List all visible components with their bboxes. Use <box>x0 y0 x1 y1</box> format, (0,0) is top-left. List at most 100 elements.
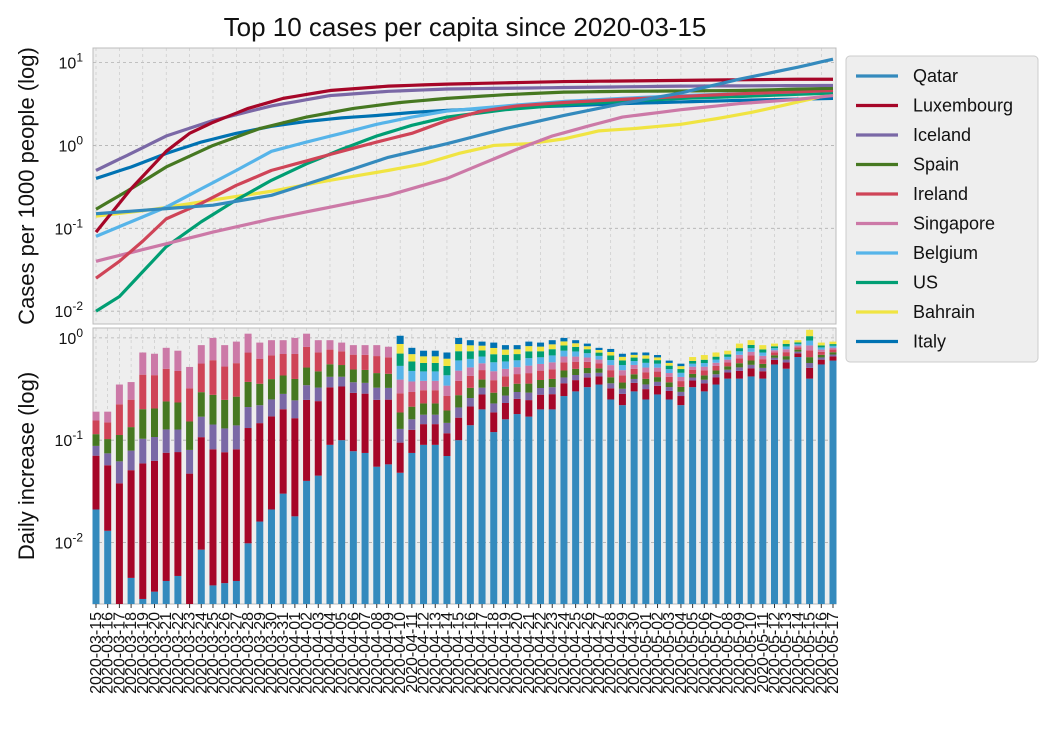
bar-segment-ireland <box>443 395 451 411</box>
bar-segment-singapore <box>115 384 123 405</box>
bar-segment-italy <box>618 353 626 357</box>
bar-segment-spain <box>443 410 451 423</box>
bar-segment-italy <box>583 343 591 347</box>
bar-segment-us <box>466 351 474 359</box>
top-y-axis-label: Cases per 1000 people (log) <box>14 47 39 325</box>
bar-segment-qatar <box>291 516 299 604</box>
bar-segment-italy <box>420 350 428 357</box>
bar-segment-qatar <box>150 591 158 604</box>
bar-segment-bahrain <box>572 343 580 347</box>
bar-segment-qatar <box>104 530 112 604</box>
bar-segment-ireland <box>700 370 708 376</box>
bar-segment-italy <box>443 352 451 359</box>
x-tick-label: 2020-04-20 <box>509 612 526 694</box>
bar-segment-singapore <box>162 347 170 369</box>
bar-segment-ireland <box>806 350 814 358</box>
bar-segment-iceland <box>162 429 170 453</box>
bar-segment-belgium <box>724 356 732 360</box>
bar-segment-belgium <box>654 363 662 368</box>
bar-segment-iceland <box>186 449 194 474</box>
bar-segment-iceland <box>197 416 205 438</box>
bar-segment-bahrain <box>747 340 755 345</box>
series-line-singapore <box>95 93 834 263</box>
bar-segment-ireland <box>326 349 334 365</box>
bar-segment-iceland <box>771 357 779 360</box>
bar-segment-spain <box>572 368 580 375</box>
bar-segment-ireland <box>583 361 591 368</box>
bar-segment-belgium <box>560 350 568 357</box>
bar-segment-iceland <box>677 391 685 397</box>
bar-segment-ireland <box>338 351 346 366</box>
bar-segment-iceland <box>150 437 158 461</box>
bar-segment-spain <box>466 387 474 399</box>
bar-segment-belgium <box>548 355 556 363</box>
bar-segment-qatar <box>396 472 404 604</box>
x-tick-label: 2020-05-16 <box>813 612 830 694</box>
bar-segment-iceland <box>408 419 416 430</box>
bar-segment-qatar <box>759 378 767 604</box>
x-tick-label: 2020-03-27 <box>228 612 245 694</box>
x-tick-label: 2020-05-03 <box>661 612 678 694</box>
bar-segment-spain <box>256 383 264 406</box>
bar-segment-singapore <box>150 353 158 376</box>
bar-segment-belgium <box>689 363 697 367</box>
bar-segment-italy <box>642 352 650 356</box>
bar-segment-luxembourg <box>806 367 814 379</box>
bar-segment-iceland <box>232 425 240 450</box>
bar-segment-ireland <box>537 370 545 380</box>
bar-segment-iceland <box>572 374 580 381</box>
bar-segment-luxembourg <box>197 437 205 550</box>
bar-segment-ireland <box>759 359 767 364</box>
bar-segment-singapore <box>490 371 498 381</box>
bar-segment-italy <box>408 347 416 355</box>
legend-label-belgium: Belgium <box>913 243 978 263</box>
bar-segment-belgium <box>501 361 509 369</box>
bar-segment-spain <box>420 403 428 415</box>
bar-segment-ireland <box>560 362 568 371</box>
bar-segment-iceland <box>735 367 743 371</box>
bar-segment-belgium <box>630 361 638 365</box>
bar-segment-luxembourg <box>303 399 311 481</box>
bar-segment-belgium <box>537 357 545 364</box>
bar-segment-luxembourg <box>654 385 662 395</box>
x-tick-label: 2020-04-10 <box>392 612 409 694</box>
bar-segment-singapore <box>466 367 474 376</box>
bar-segment-singapore <box>221 345 229 367</box>
bar-segment-spain <box>513 383 521 393</box>
bar-segment-spain <box>607 377 615 384</box>
bar-segment-bahrain <box>782 340 790 344</box>
bar-segment-singapore <box>314 340 322 353</box>
bar-segment-bahrain <box>759 345 767 350</box>
bar-segment-singapore <box>747 351 755 356</box>
bar-segment-bahrain <box>630 354 638 358</box>
bar-segment-spain <box>654 377 662 382</box>
bar-segment-iceland <box>104 453 112 466</box>
bar-segment-ireland <box>92 420 100 435</box>
bar-segment-belgium <box>466 358 474 368</box>
bar-segment-qatar <box>583 387 591 604</box>
bar-segment-us <box>408 361 416 371</box>
bar-segment-belgium <box>525 358 533 366</box>
x-tick-label: 2020-04-12 <box>416 612 433 694</box>
bar-segment-iceland <box>618 388 626 394</box>
bar-segment-us <box>607 355 615 361</box>
bar-segment-spain <box>384 373 392 388</box>
bar-segment-italy <box>665 360 673 363</box>
bar-segment-qatar <box>420 444 428 604</box>
bar-segment-belgium <box>829 345 837 348</box>
bar-segment-ireland <box>712 365 720 371</box>
x-tick-label: 2020-05-09 <box>731 612 748 694</box>
bar-segment-ireland <box>209 360 217 395</box>
bar-segment-bahrain <box>618 356 626 361</box>
bar-segment-qatar <box>455 440 463 604</box>
bar-segment-spain <box>747 360 755 365</box>
bar-segment-us <box>455 351 463 361</box>
bar-segment-italy <box>490 342 498 348</box>
bar-segment-luxembourg <box>642 389 650 400</box>
bar-segment-us <box>712 356 720 360</box>
bar-segment-spain <box>583 367 591 374</box>
bar-segment-luxembourg <box>466 406 474 426</box>
bar-segment-qatar <box>338 440 346 604</box>
bar-segment-us <box>747 344 755 349</box>
x-tick-label: 2020-05-13 <box>778 612 795 694</box>
